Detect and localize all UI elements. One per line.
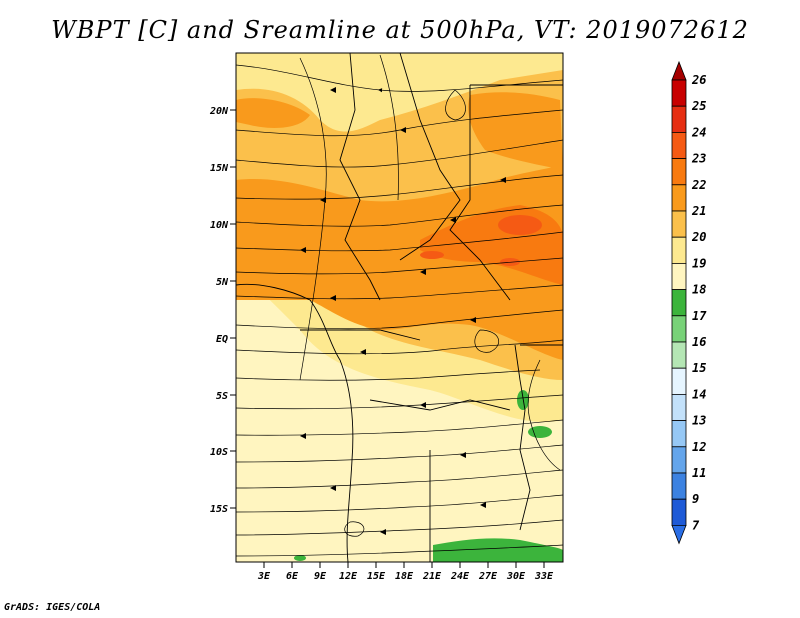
colorbar-segment: [671, 236, 687, 264]
lon-label: 30E: [506, 571, 526, 582]
colorbar-label: 11: [692, 466, 706, 480]
colorbar-label: 22: [691, 178, 706, 192]
lon-label: 21E: [422, 571, 442, 582]
colorbar-label: 25: [691, 99, 706, 113]
wbpt-field: [236, 53, 563, 562]
map-frame: [235, 52, 564, 563]
colorbar-label: 20: [691, 230, 706, 244]
colorbar-segment: [671, 315, 687, 343]
lat-ticks: [230, 109, 236, 509]
colorbar-label: 14: [692, 387, 706, 401]
colorbar-label: 23: [691, 152, 706, 166]
colorbar-segment: [671, 79, 687, 107]
colorbar-segment: [671, 472, 687, 500]
colorbar-segment: [671, 393, 687, 421]
colorbar-segment: [671, 158, 687, 186]
colorbar-label: 18: [692, 283, 706, 297]
colorbar-segment: [671, 184, 687, 212]
colorbar-label: 12: [692, 440, 706, 454]
colorbar-segment: [671, 498, 687, 526]
lon-label: 18E: [395, 571, 414, 582]
colorbar-segment: [671, 289, 687, 317]
lon-label: 9E: [314, 571, 327, 582]
colorbar-segment: [671, 420, 687, 448]
lon-label: 12E: [339, 571, 358, 582]
lon-label: 33E: [534, 571, 554, 582]
colorbar-label: 7: [692, 518, 700, 532]
footer-credit: GrADS: IGES/COLA: [4, 602, 101, 613]
colorbar-label: 26: [691, 73, 706, 87]
lon-ticks: [263, 562, 545, 568]
map-title: WBPT [C] and Sreamline at 500hPa, VT: 20…: [51, 16, 749, 44]
streamlines: [236, 54, 563, 557]
lon-label: 3E: [257, 571, 271, 582]
colorbar-segment: [671, 60, 687, 81]
colorbar-segment: [671, 341, 687, 369]
lat-label: 10N: [210, 220, 229, 231]
colorbar-label: 15: [692, 361, 706, 375]
lat-label: 15N: [210, 163, 229, 174]
colorbar-segment: [671, 367, 687, 395]
lat-label: 10S: [210, 447, 228, 458]
lon-label: 6E: [286, 571, 299, 582]
colorbar-segment: [671, 210, 687, 238]
lat-label: 5N: [216, 277, 229, 288]
lat-label: 20N: [209, 106, 229, 117]
colorbar-segment: [671, 262, 687, 290]
colorbar-label: 16: [692, 335, 706, 349]
colorbar-label: 19: [692, 256, 706, 270]
lon-label: 27E: [478, 571, 498, 582]
colorbar-segment: [671, 525, 687, 545]
lon-label: 15E: [367, 571, 386, 582]
colorbar-label: 13: [692, 414, 706, 428]
lat-label: 5S: [216, 391, 228, 402]
colorbar-label: 24: [691, 125, 706, 139]
streamline-arrows: [300, 87, 506, 535]
country-borders: [236, 53, 563, 562]
colorbar: 26 25 24 23 22 21 20 19 18 17 16 15 14 13 12 11 9 7: [671, 60, 707, 545]
colorbar-label: 17: [692, 309, 707, 323]
lat-label: 15S: [210, 504, 228, 515]
colorbar-segment: [671, 105, 687, 133]
colorbar-segment: [671, 446, 687, 474]
colorbar-segment: [671, 131, 687, 159]
colorbar-label: 9: [692, 492, 699, 506]
lat-label: EQ: [216, 334, 228, 345]
colorbar-label: 21: [691, 204, 706, 218]
lon-label: 24E: [450, 571, 470, 582]
